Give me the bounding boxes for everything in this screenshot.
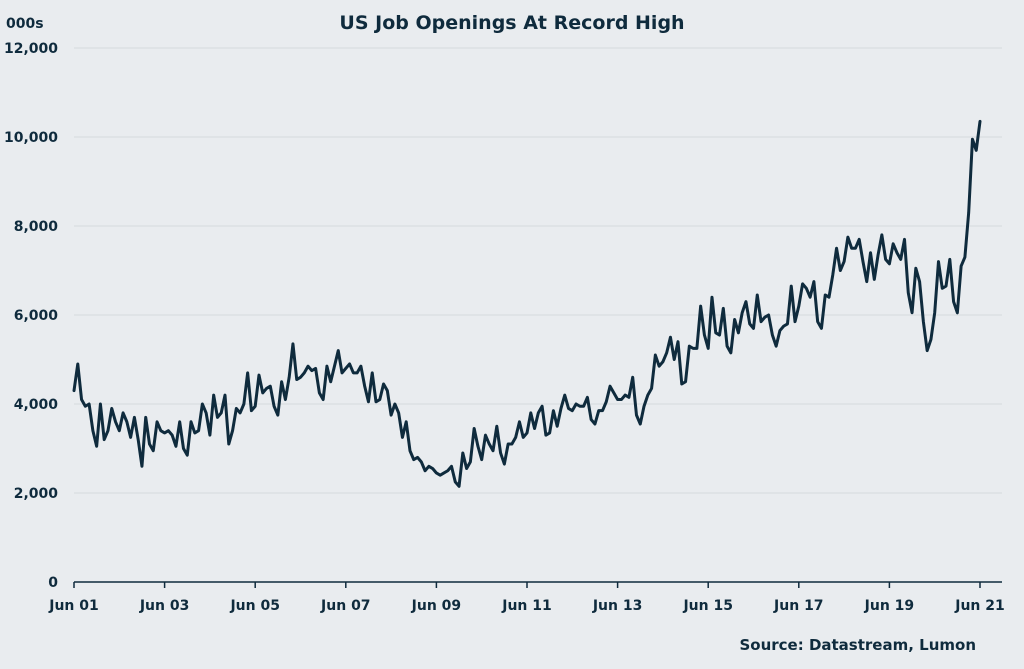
- y-tick-label: 0: [48, 575, 58, 591]
- x-tick-label: Jun 03: [139, 598, 190, 614]
- axes: 0 2,000 4,000 6,000 8,000 10,000 12,000 Jun 01 J…: [4, 41, 1005, 614]
- x-tick-label: Jun 17: [773, 598, 824, 614]
- x-tick-label: Jun 21: [954, 598, 1005, 614]
- x-tick-label: Jun 07: [320, 598, 371, 614]
- y-tick-label: 4,000: [14, 397, 59, 413]
- y-tick-label: 2,000: [14, 486, 59, 502]
- series-layer: [72, 119, 982, 488]
- y-axis-unit-label: 000s: [6, 16, 44, 32]
- x-tick-label: Jun 11: [501, 598, 552, 614]
- y-tick-label: 6,000: [14, 308, 59, 324]
- x-tick-label: Jun 13: [592, 598, 643, 614]
- x-tick-label: Jun 01: [48, 598, 99, 614]
- chart-title: US Job Openings At Record High: [339, 12, 685, 34]
- x-tick-label: Jun 09: [411, 598, 462, 614]
- y-tick-label: 8,000: [14, 219, 59, 235]
- x-tick-label: Jun 19: [864, 598, 915, 614]
- x-tick-label: Jun 15: [682, 598, 733, 614]
- series-line-job-openings: [72, 119, 982, 488]
- gridlines: [74, 47, 1002, 494]
- y-tick-label: 12,000: [4, 41, 58, 57]
- x-tick-label: Jun 05: [229, 598, 280, 614]
- source-note: Source: Datastream, Lumon: [739, 636, 976, 654]
- y-tick-label: 10,000: [4, 130, 58, 146]
